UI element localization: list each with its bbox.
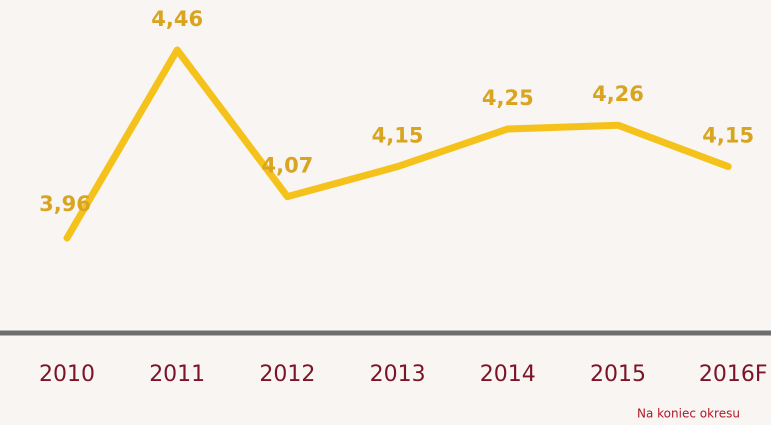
data-label: 4,26 xyxy=(592,82,644,106)
data-label: 4,25 xyxy=(482,86,534,110)
page: {"chart_data": {"type": "line", "categor… xyxy=(0,0,771,425)
x-tick-label: 2010 xyxy=(39,362,95,387)
data-label: 4,07 xyxy=(261,154,313,178)
x-tick-label: 2012 xyxy=(259,362,315,387)
data-label: 4,15 xyxy=(702,124,754,148)
x-tick-label: 2016F xyxy=(699,362,768,387)
x-tick-label: 2011 xyxy=(149,362,205,387)
x-tick-label: 2015 xyxy=(590,362,646,387)
footnote: Na koniec okresu xyxy=(637,407,740,421)
chart: Na koniec okresu 3,96 2010 4,46 2011 4,07 201… xyxy=(0,0,771,425)
x-tick-label: 2014 xyxy=(480,362,536,387)
data-label: 4,46 xyxy=(151,7,203,31)
data-label: 3,96 xyxy=(39,192,91,216)
data-label: 4,15 xyxy=(372,124,424,148)
x-tick-label: 2013 xyxy=(370,362,426,387)
